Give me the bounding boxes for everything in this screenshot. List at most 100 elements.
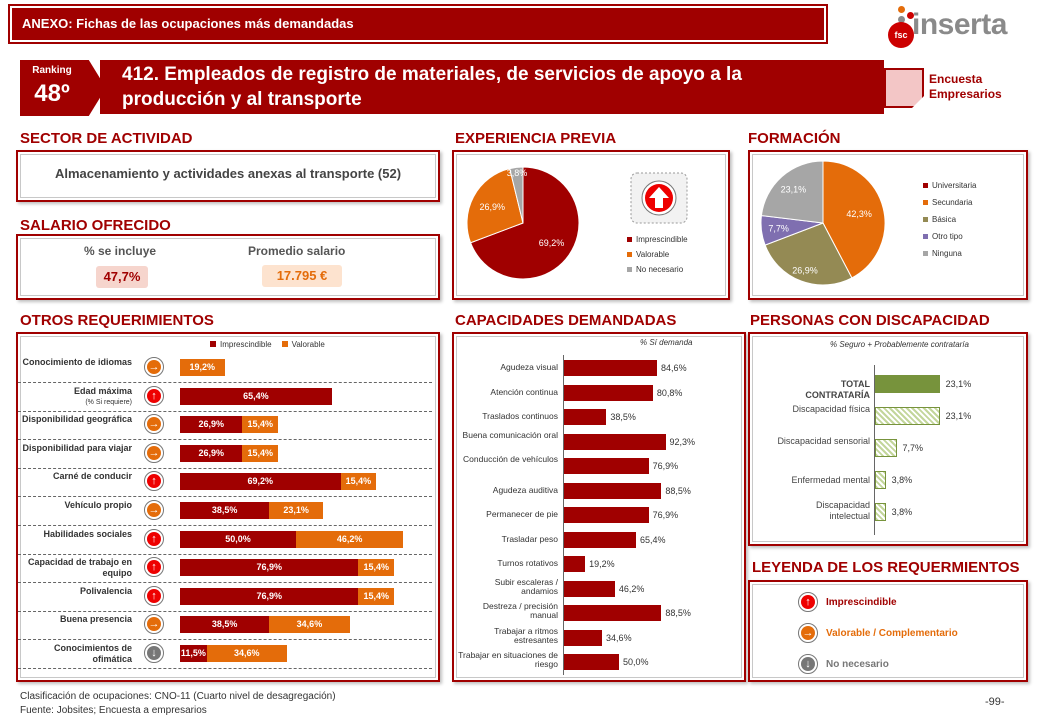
capacity-bar (564, 580, 615, 597)
legend-label-3: Otro tipo (932, 232, 963, 241)
other-req-legend-item: Valorable (281, 340, 325, 349)
pie-slice-0 (469, 166, 580, 280)
legend-swatch-2 (627, 267, 632, 272)
capacity-value: 38,5% (610, 412, 636, 422)
row-divider (18, 439, 432, 441)
capacity-value: 50,0% (623, 657, 649, 667)
salary-average-value: 17.795 € (262, 265, 342, 287)
survey-badge: Encuesta Empresarios (929, 72, 1002, 102)
capacity-value: 65,4% (639, 534, 666, 545)
capacities-axis (563, 355, 564, 675)
legend-swatch-4 (923, 251, 928, 256)
training-pie-chart: 42,3% 26,9% 7,7% 23,1% Universitaria Secundar… (760, 160, 977, 286)
capacity-value: 80,8% (656, 387, 683, 398)
sector-panel (16, 150, 440, 202)
capacity-bar (564, 409, 607, 425)
legend-label: Valorable / Complementario (826, 628, 958, 639)
imprescindible-icon: ↑ (144, 385, 164, 406)
sector-text: Almacenamiento y actividades anexas al t… (54, 166, 402, 181)
capacity-label: Conducción de vehículos (463, 454, 558, 464)
right-arrow-icon: → (798, 623, 818, 643)
legend-label: No necesario (826, 659, 889, 670)
ranking-value: 48º (34, 80, 70, 107)
disability-bar (875, 375, 940, 393)
bar-valorable: 15,4% (242, 416, 279, 434)
capacity-value: 88,5% (665, 608, 691, 618)
imprescindible-icon (630, 172, 688, 224)
title-bar (100, 60, 884, 114)
legend-swatch-1 (627, 252, 632, 257)
capacity-label: Buena comunicación oral (462, 429, 558, 440)
other-req-label: Habilidades sociales (43, 528, 132, 539)
row-divider (18, 582, 432, 584)
pie-slice-1 (822, 160, 886, 279)
capacity-label: Trabajar a ritmos estresantes (494, 625, 558, 645)
capacity-label: Atención continua (490, 386, 558, 397)
capacity-label: Traslados continuos (482, 411, 558, 421)
bar-imprescindible: 50,0% (180, 530, 296, 548)
other-req-label: Disponibilidad para viajar (22, 442, 132, 453)
other-req-label: Polivalencia (79, 585, 132, 596)
other-req-label: Vehículo propio (64, 500, 132, 510)
section-title-training: FORMACIÓN (748, 130, 841, 147)
section-title-other-req: OTROS REQUERIMIENTOS (20, 312, 214, 329)
logo-badge: fsc (888, 22, 914, 48)
occupation-title: 412. Empleados de registro de materiales… (122, 64, 742, 110)
down-arrow-icon: ↓ (798, 654, 818, 674)
bar-valorable: 34,6% (269, 616, 350, 634)
pie-label-4: 23,1% (781, 185, 807, 195)
capacity-value: 76,9% (652, 461, 679, 471)
valorable-icon: → (144, 614, 164, 635)
other-req-label: Edad máxima (% Si requiere) (73, 385, 132, 406)
row-divider (18, 525, 432, 526)
other-req-label: Conocimientos de ofimática (53, 643, 132, 664)
disability-bar (875, 407, 940, 425)
disability-bar (875, 471, 886, 489)
pie-label-2: 26,9% (792, 266, 818, 276)
footer: Clasificación de ocupaciones: CNO-11 (Cu… (20, 690, 336, 718)
row-divider (18, 610, 432, 612)
row-divider (18, 496, 432, 498)
row-divider (18, 553, 432, 555)
pie-slice-1 (466, 167, 524, 244)
legend-swatch-0 (627, 237, 632, 242)
capacity-bar (564, 482, 662, 499)
pie-slice-2 (764, 222, 853, 286)
pie-slice-2 (509, 166, 524, 224)
bar-imprescindible: 11,5% (180, 645, 207, 662)
salary-panel (16, 234, 440, 300)
survey-line1: Encuesta (929, 72, 983, 86)
capacities-note: % Sí demanda (640, 338, 693, 347)
capacity-value: 84,6% (661, 363, 687, 373)
bar-valorable: 23,1% (269, 502, 323, 519)
disability-label: Discapacidad intelectual (815, 500, 870, 521)
imprescindible-icon: ↑ (144, 471, 164, 492)
pie-label-1: 26,9% (480, 202, 506, 212)
legend-label-2: Básica (932, 215, 957, 224)
pie-label-2: 3,8% (507, 168, 528, 178)
capacity-bar (564, 384, 653, 401)
legend-label-0: Universitaria (932, 181, 977, 190)
bar-imprescindible: 26,9% (180, 444, 243, 462)
imprescindible-icon: ↑ (144, 585, 164, 606)
other-req-legend-item: Imprescindible (210, 340, 272, 349)
header-bar: ANEXO: Fichas de las ocupaciones más dem… (8, 4, 828, 44)
capacity-label: Trabajar en situaciones de riesgo (458, 650, 558, 669)
legend-label-1: Valorable (636, 250, 670, 259)
imprescindible-icon: ↑ (144, 528, 164, 549)
bar-valorable: 15,4% (358, 587, 395, 605)
bar-valorable: 46,2% (296, 530, 404, 548)
bar-imprescindible: 38,5% (180, 616, 270, 634)
capacity-bar (564, 507, 649, 523)
disability-value: 23,1% (945, 411, 972, 421)
legend-label-0: Imprescindible (636, 235, 688, 244)
survey-line2: Empresarios (929, 87, 1002, 101)
other-req-label: Capacidad de trabajo en equipo (27, 557, 132, 579)
legend-swatch-0 (923, 183, 928, 188)
bar-valorable: 15,4% (242, 444, 279, 462)
capacity-label: Subir escaleras / andamios (494, 576, 558, 596)
capacity-bar (564, 605, 662, 621)
capacity-label: Permanecer de pie (486, 509, 558, 519)
bar-imprescindible: 69,2% (180, 473, 341, 491)
disability-note: % Seguro + Probablemente contrataría (830, 340, 969, 349)
